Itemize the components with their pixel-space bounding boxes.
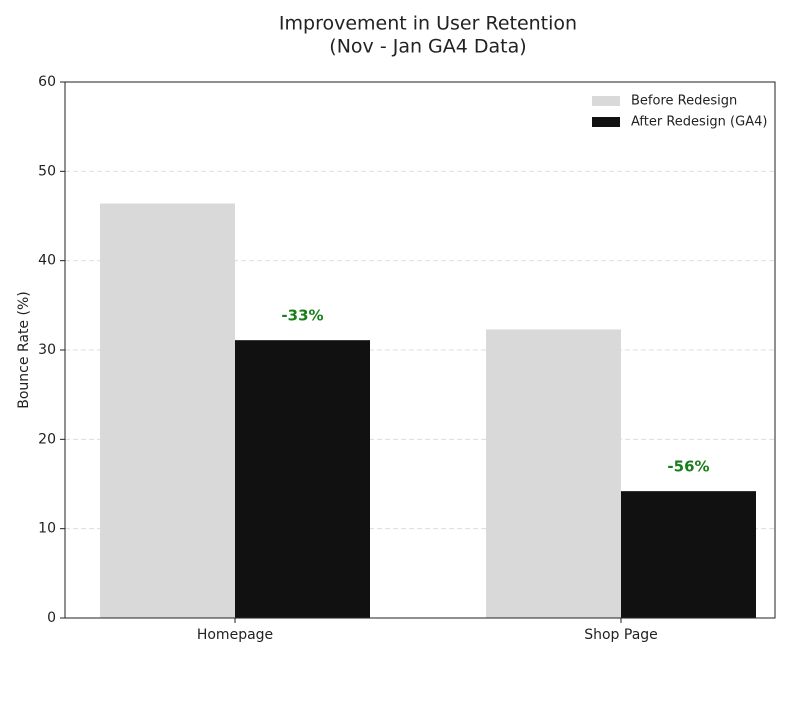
bar (621, 491, 756, 618)
x-tick-label: Homepage (197, 627, 273, 643)
legend-label: Before Redesign (631, 94, 737, 109)
bar (100, 203, 235, 618)
y-tick-label: 20 (38, 431, 56, 447)
plot-frame (64, 81, 776, 619)
y-tick-label: 30 (38, 342, 56, 358)
legend-label: After Redesign (GA4) (631, 115, 767, 130)
annotation: -56% (667, 458, 709, 476)
bar (235, 340, 370, 618)
y-tick-label: 50 (38, 163, 56, 179)
legend-swatch (592, 96, 620, 106)
y-tick-label: 10 (38, 521, 56, 537)
y-tick-label: 0 (47, 610, 56, 626)
chart-title: Improvement in User Retention (279, 13, 577, 35)
annotation: -33% (281, 307, 323, 325)
legend-swatch (592, 117, 620, 127)
y-tick-label: 60 (38, 74, 56, 90)
y-axis-label: Bounce Rate (%) (16, 291, 32, 408)
bar (486, 329, 621, 618)
y-tick-label: 40 (38, 253, 56, 269)
chart-subtitle: (Nov - Jan GA4 Data) (329, 36, 526, 58)
x-tick-label: Shop Page (584, 627, 658, 643)
